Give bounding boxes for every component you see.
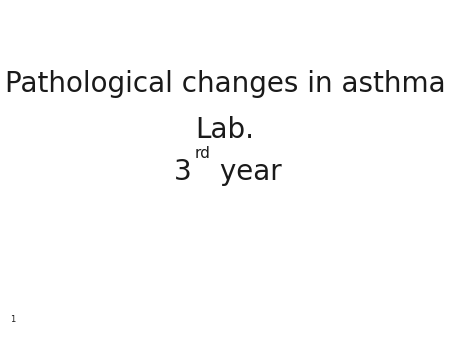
Text: Lab.: Lab.	[195, 116, 255, 144]
Text: 1: 1	[10, 315, 15, 324]
Text: Pathological changes in asthma: Pathological changes in asthma	[4, 71, 446, 98]
Text: year: year	[211, 159, 281, 186]
Text: 3: 3	[174, 159, 191, 186]
Text: rd: rd	[194, 146, 210, 161]
